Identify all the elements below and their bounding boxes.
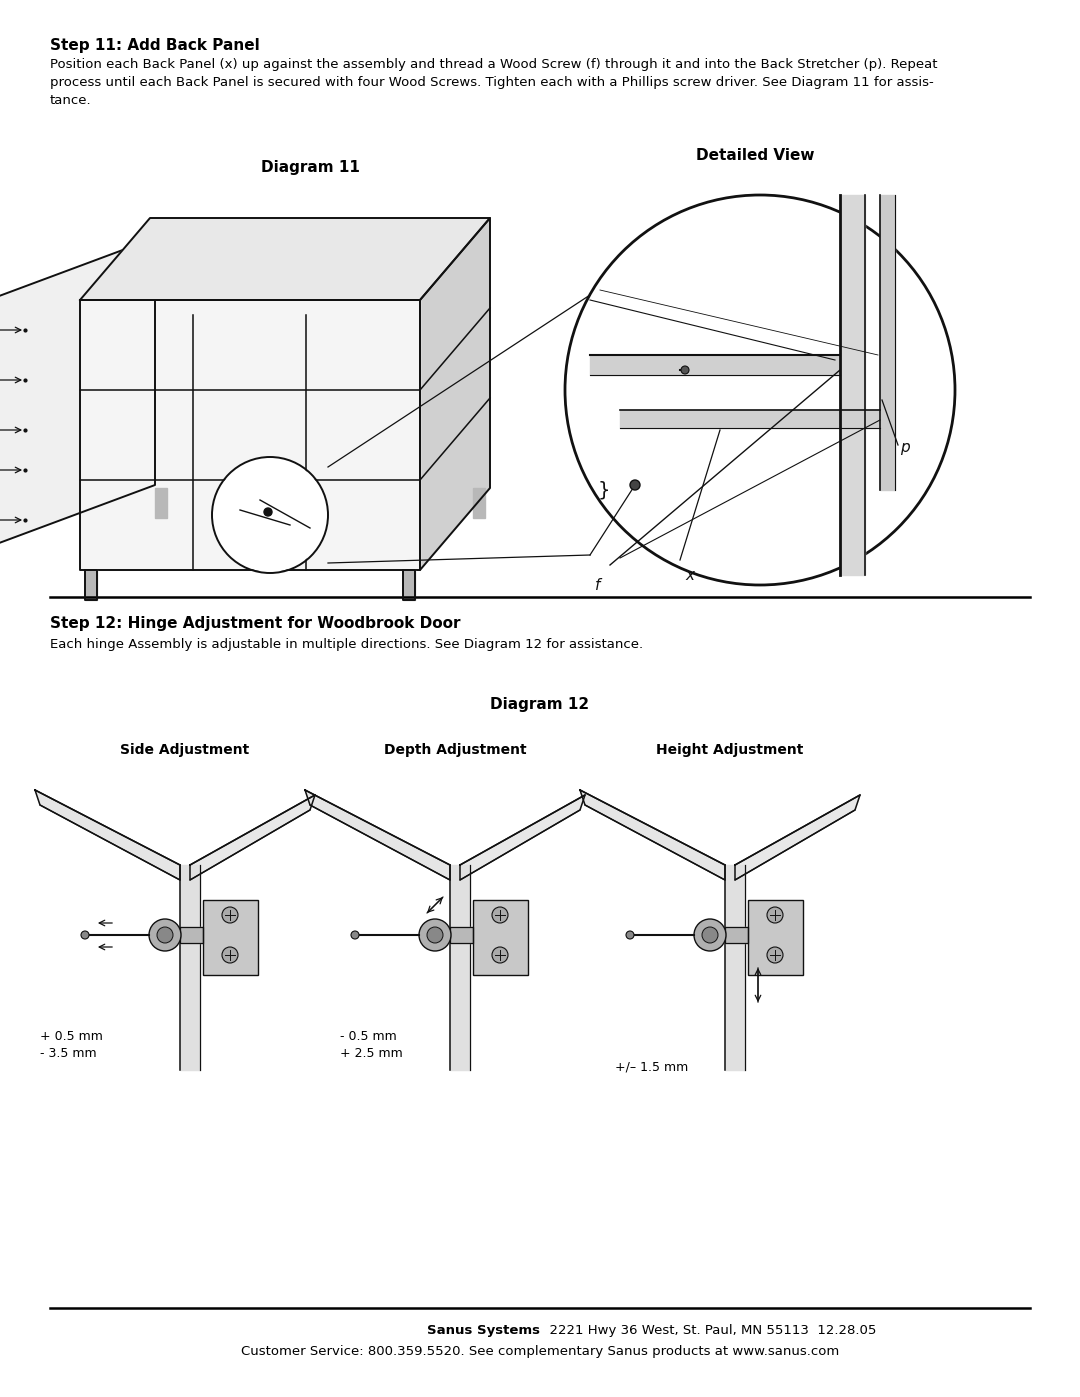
Text: Side Adjustment: Side Adjustment [120,743,249,757]
Circle shape [81,930,89,939]
Circle shape [157,928,173,943]
Polygon shape [180,928,203,943]
Polygon shape [450,865,470,1070]
Circle shape [694,919,726,951]
Circle shape [492,947,508,963]
FancyBboxPatch shape [748,900,804,975]
FancyBboxPatch shape [203,900,258,975]
Text: x: x [685,569,694,583]
Text: Position each Back Panel (x) up against the assembly and thread a Wood Screw (f): Position each Back Panel (x) up against … [50,59,937,108]
Circle shape [566,196,954,584]
Circle shape [767,907,783,923]
Text: Sanus Systems: Sanus Systems [427,1324,540,1337]
Circle shape [427,928,443,943]
Text: f: f [595,578,600,592]
Text: + 2.5 mm: + 2.5 mm [340,1046,403,1060]
Text: Customer Service: 800.359.5520. See complementary Sanus products at www.sanus.co: Customer Service: 800.359.5520. See comp… [241,1345,839,1358]
Polygon shape [460,795,585,880]
Polygon shape [725,865,745,1070]
Circle shape [222,947,238,963]
Polygon shape [0,237,156,564]
Text: Each hinge Assembly is adjustable in multiple directions. See Diagram 12 for ass: Each hinge Assembly is adjustable in mul… [50,638,643,651]
Text: Step 11: Add Back Panel: Step 11: Add Back Panel [50,38,260,53]
Text: + 0.5 mm: + 0.5 mm [40,1030,103,1044]
Text: +/– 1.5 mm: +/– 1.5 mm [615,1060,688,1073]
Polygon shape [85,570,97,599]
Circle shape [351,930,359,939]
Polygon shape [473,488,485,518]
Text: Diagram 12: Diagram 12 [490,697,590,712]
Polygon shape [190,795,315,880]
Circle shape [419,919,451,951]
Polygon shape [35,789,180,880]
Text: Height Adjustment: Height Adjustment [657,743,804,757]
Polygon shape [580,789,725,880]
Text: 2221 Hwy 36 West, St. Paul, MN 55113  12.28.05: 2221 Hwy 36 West, St. Paul, MN 55113 12.… [541,1324,876,1337]
Circle shape [492,907,508,923]
Text: Step 12: Hinge Adjustment for Woodbrook Door: Step 12: Hinge Adjustment for Woodbrook … [50,616,460,631]
Circle shape [681,366,689,374]
Circle shape [626,930,634,939]
Polygon shape [305,789,450,880]
Polygon shape [403,570,415,599]
Polygon shape [725,928,748,943]
Polygon shape [420,218,490,570]
Polygon shape [180,865,200,1070]
Text: - 3.5 mm: - 3.5 mm [40,1046,96,1060]
Circle shape [630,481,640,490]
Polygon shape [80,300,420,570]
Polygon shape [620,409,880,427]
Text: }: } [598,481,610,500]
Circle shape [767,947,783,963]
Circle shape [222,907,238,923]
Polygon shape [156,488,167,518]
Text: Diagram 11: Diagram 11 [260,161,360,175]
Circle shape [702,928,718,943]
Polygon shape [80,218,490,300]
Circle shape [149,919,181,951]
Polygon shape [840,196,865,576]
Text: p: p [900,440,909,455]
Text: - 0.5 mm: - 0.5 mm [340,1030,396,1044]
Circle shape [264,509,272,515]
Circle shape [213,458,327,571]
Text: Depth Adjustment: Depth Adjustment [383,743,526,757]
Polygon shape [450,928,473,943]
Polygon shape [880,196,895,490]
Text: Detailed View: Detailed View [696,148,814,163]
Polygon shape [590,355,840,374]
Polygon shape [735,795,860,880]
FancyBboxPatch shape [473,900,528,975]
